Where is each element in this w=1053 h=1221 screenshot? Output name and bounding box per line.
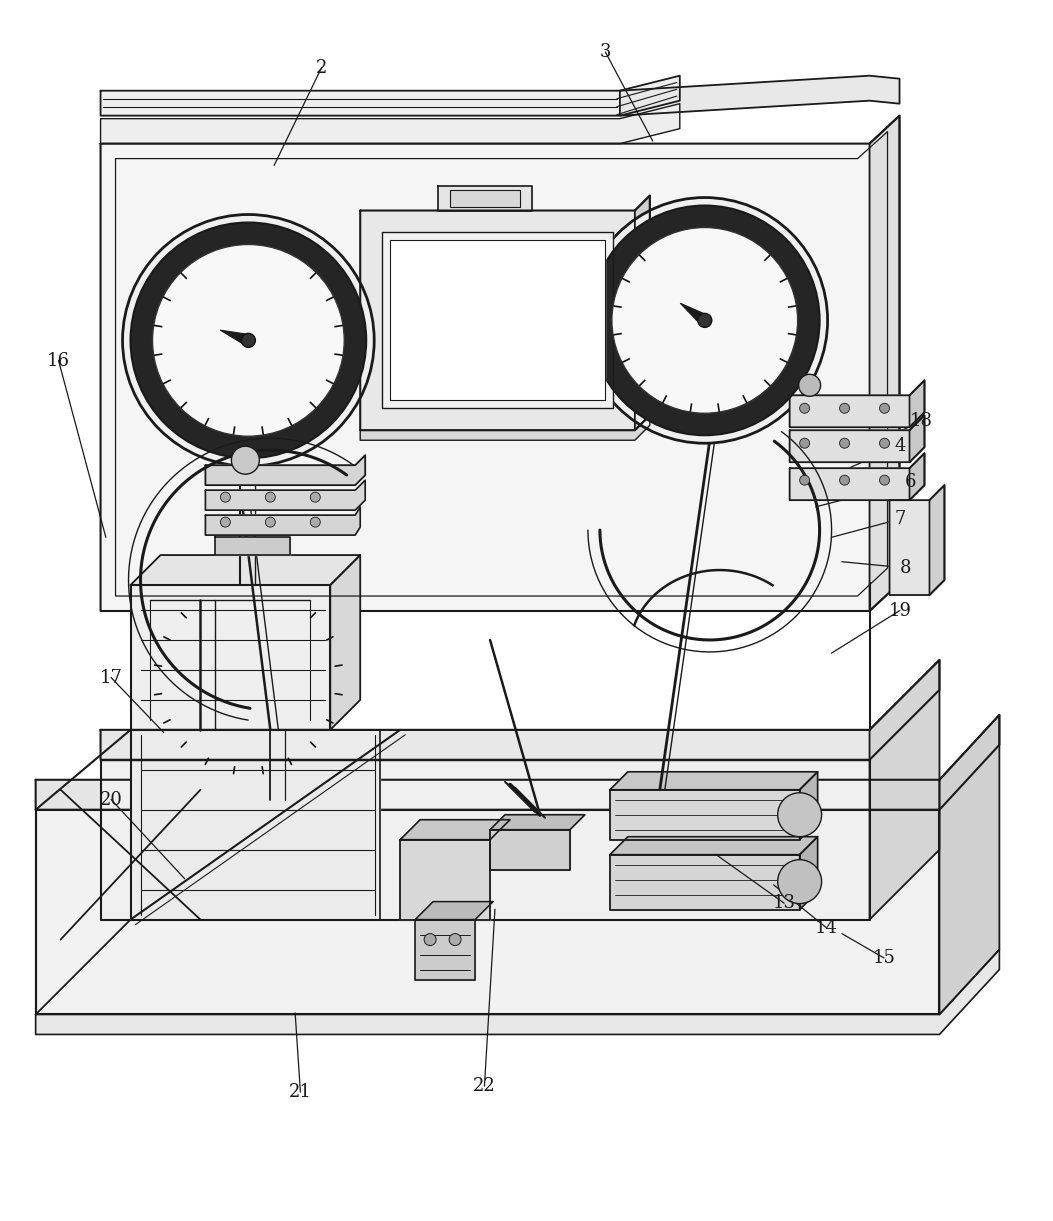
Polygon shape [101,659,939,759]
Polygon shape [939,714,999,1015]
Polygon shape [205,480,365,510]
Polygon shape [870,116,899,610]
Circle shape [839,438,850,448]
Polygon shape [101,116,899,610]
Text: 16: 16 [47,352,71,370]
Circle shape [612,227,797,413]
Polygon shape [930,485,945,595]
Circle shape [153,244,344,436]
Circle shape [590,205,819,435]
Circle shape [311,492,320,502]
Circle shape [241,333,256,347]
Circle shape [131,222,366,458]
Circle shape [424,934,436,945]
Text: 14: 14 [815,918,837,937]
Text: 17: 17 [100,669,122,686]
Text: 21: 21 [289,1083,312,1101]
Text: 22: 22 [473,1077,496,1095]
Circle shape [879,438,890,448]
Polygon shape [890,485,945,595]
Polygon shape [360,195,650,430]
Polygon shape [870,659,939,919]
Polygon shape [620,76,899,116]
Polygon shape [680,303,709,325]
Polygon shape [131,730,380,919]
Polygon shape [360,415,650,441]
Text: 13: 13 [773,894,796,912]
Polygon shape [910,380,925,427]
Polygon shape [220,330,251,346]
Circle shape [799,403,810,413]
Polygon shape [36,714,999,810]
Polygon shape [415,919,475,979]
Polygon shape [799,772,817,840]
Polygon shape [790,453,925,501]
Text: 8: 8 [899,559,911,576]
Text: 6: 6 [905,474,916,492]
Polygon shape [790,380,925,427]
Polygon shape [131,556,360,585]
Polygon shape [610,836,817,855]
Polygon shape [101,104,680,144]
Polygon shape [382,232,613,408]
Polygon shape [101,759,870,919]
Circle shape [220,518,231,527]
Polygon shape [36,950,999,1034]
Polygon shape [610,790,799,840]
Circle shape [879,403,890,413]
Text: 3: 3 [599,43,611,61]
Text: 7: 7 [894,510,906,527]
Polygon shape [415,901,493,919]
Polygon shape [450,189,520,206]
Polygon shape [635,195,650,430]
Text: 2: 2 [316,59,327,77]
Polygon shape [391,241,604,400]
Polygon shape [438,186,532,210]
Polygon shape [216,537,291,556]
Text: 4: 4 [894,437,906,455]
Polygon shape [331,556,360,730]
Polygon shape [400,819,510,840]
Polygon shape [610,855,799,910]
Circle shape [879,475,890,485]
Polygon shape [205,455,365,485]
Circle shape [449,934,461,945]
Circle shape [778,792,821,836]
Circle shape [839,403,850,413]
Polygon shape [400,840,490,919]
Circle shape [698,314,712,327]
Text: 18: 18 [910,413,932,431]
Polygon shape [790,415,925,463]
Circle shape [265,492,275,502]
Polygon shape [205,507,360,535]
Circle shape [122,215,374,466]
Polygon shape [490,830,570,869]
Polygon shape [36,810,939,1015]
Polygon shape [490,814,584,830]
Circle shape [582,198,828,443]
Circle shape [265,518,275,527]
Circle shape [799,438,810,448]
Text: 15: 15 [873,949,895,967]
Circle shape [778,860,821,904]
Circle shape [799,475,810,485]
Text: 19: 19 [889,602,911,619]
Circle shape [311,518,320,527]
Circle shape [220,492,231,502]
Polygon shape [101,76,680,116]
Polygon shape [610,772,817,790]
Circle shape [839,475,850,485]
Polygon shape [910,415,925,463]
Polygon shape [799,836,817,910]
Polygon shape [131,585,331,730]
Circle shape [232,446,259,474]
Circle shape [798,375,820,397]
Polygon shape [910,453,925,501]
Text: 20: 20 [100,790,122,808]
